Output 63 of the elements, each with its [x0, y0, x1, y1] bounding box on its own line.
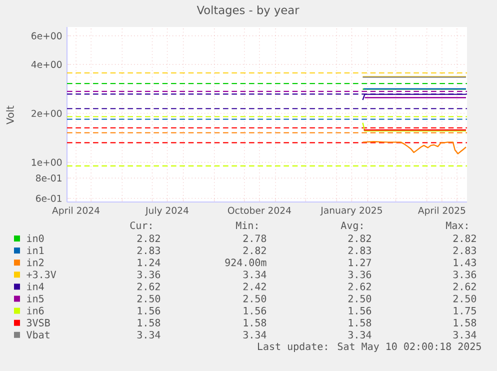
legend-label: in0 — [27, 234, 44, 242]
text: 1.56 — [244, 306, 266, 314]
text: 3.34 — [348, 330, 372, 339]
text: 2.62 — [348, 282, 371, 290]
text: Last update: Sat May 10 02:00:18 2025 — [258, 342, 481, 352]
text: 1.75 — [454, 307, 476, 314]
text: 1.27 — [348, 258, 371, 266]
y-tick-label: 6e-01 — [36, 194, 62, 202]
y-tick-label: 8e-01 — [36, 174, 62, 182]
text: 2.82 — [453, 234, 476, 242]
text: 2.50 — [453, 294, 476, 302]
text: 3.34 — [137, 330, 160, 339]
text: 3.36 — [137, 270, 160, 278]
y-tick-label: 2e+00 — [32, 110, 62, 117]
text: 3.36 — [348, 270, 372, 278]
legend-label: in4 — [27, 282, 44, 290]
legend-label: 3VSB — [26, 318, 50, 326]
legend-label: in5 — [27, 294, 44, 302]
x-tick-label: January 2025 — [320, 206, 382, 216]
text: 1.56 — [348, 306, 372, 314]
text: 2.62 — [453, 282, 476, 290]
text: 1.58 — [454, 318, 476, 326]
text: Min: — [236, 221, 258, 229]
text: 924.00m — [225, 258, 266, 266]
text: 3.34 — [453, 330, 476, 339]
x-tick-label: April 2025 — [418, 206, 466, 216]
text: 1.58 — [244, 318, 266, 326]
text: 2.82 — [348, 234, 371, 242]
text: 2.50 — [243, 294, 266, 302]
text: Cur: — [130, 222, 152, 230]
y-tick-label: 1e+00 — [32, 158, 62, 166]
y-tick-label: 6e+00 — [32, 32, 62, 40]
text: 3.34 — [243, 270, 266, 278]
text: 2.78 — [243, 234, 266, 242]
legend-label: in2 — [27, 258, 44, 266]
text: 1.58 — [348, 318, 372, 326]
x-tick-label: October 2024 — [228, 206, 291, 214]
x-tick-label: July 2024 — [145, 206, 188, 216]
text: 2.83 — [137, 246, 160, 254]
text: 1.56 — [138, 306, 160, 314]
y-tick-label: 4e+00 — [31, 60, 62, 68]
text: 2.62 — [137, 282, 160, 290]
y-axis-title: Volt — [6, 106, 14, 124]
chart-title: Voltages - by year — [196, 6, 300, 16]
x-tick-label: April 2024 — [52, 206, 100, 216]
legend-label: Vbat — [26, 330, 50, 339]
text: 2.83 — [453, 246, 476, 254]
text: 3.36 — [453, 270, 476, 278]
text: 2.50 — [137, 294, 160, 302]
legend-label: +3.3V — [26, 270, 56, 278]
text: Max: — [446, 222, 468, 230]
text: Avg: — [340, 222, 362, 232]
text: 2.82 — [137, 234, 160, 242]
legend-label: in6 — [27, 306, 44, 314]
text: 1.24 — [138, 258, 160, 266]
text: 1.43 — [454, 258, 476, 266]
text: 3.34 — [243, 330, 266, 339]
text: 2.50 — [348, 294, 372, 302]
text: 1.58 — [138, 318, 160, 326]
text: 2.42 — [243, 282, 266, 290]
text: 2.83 — [348, 246, 371, 254]
text: 2.82 — [243, 246, 266, 254]
legend-label: in1 — [27, 246, 44, 254]
